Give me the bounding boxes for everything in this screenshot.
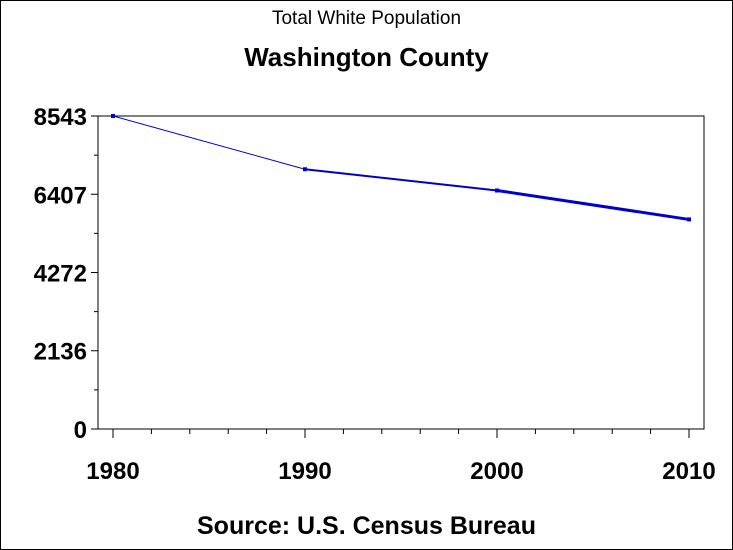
chart-subtitle: Washington County: [244, 42, 489, 72]
chart-source-note: Source: U.S. Census Bureau: [197, 512, 536, 540]
chart-title: Total White Population: [271, 8, 462, 29]
data-point-marker: [495, 188, 499, 193]
y-tick-label: 2136: [34, 339, 87, 366]
x-tick-label: 2000: [470, 458, 523, 485]
series-line-segment: [304, 168, 498, 192]
plot-area-border: [97, 115, 705, 430]
data-point-marker: [111, 114, 115, 118]
x-tick-label: 2010: [662, 458, 715, 485]
series-line-segment: [112, 115, 306, 170]
x-tick-label: 1980: [86, 458, 139, 485]
series-line-segment: [496, 189, 690, 221]
x-tick-label: 1990: [278, 458, 331, 485]
data-point-marker: [687, 217, 691, 222]
y-tick-label: 4272: [34, 260, 87, 287]
y-tick-label: 8543: [34, 104, 87, 131]
data-point-marker: [303, 167, 307, 172]
y-tick-label: 0: [74, 417, 87, 444]
y-tick-label: 6407: [34, 182, 87, 209]
